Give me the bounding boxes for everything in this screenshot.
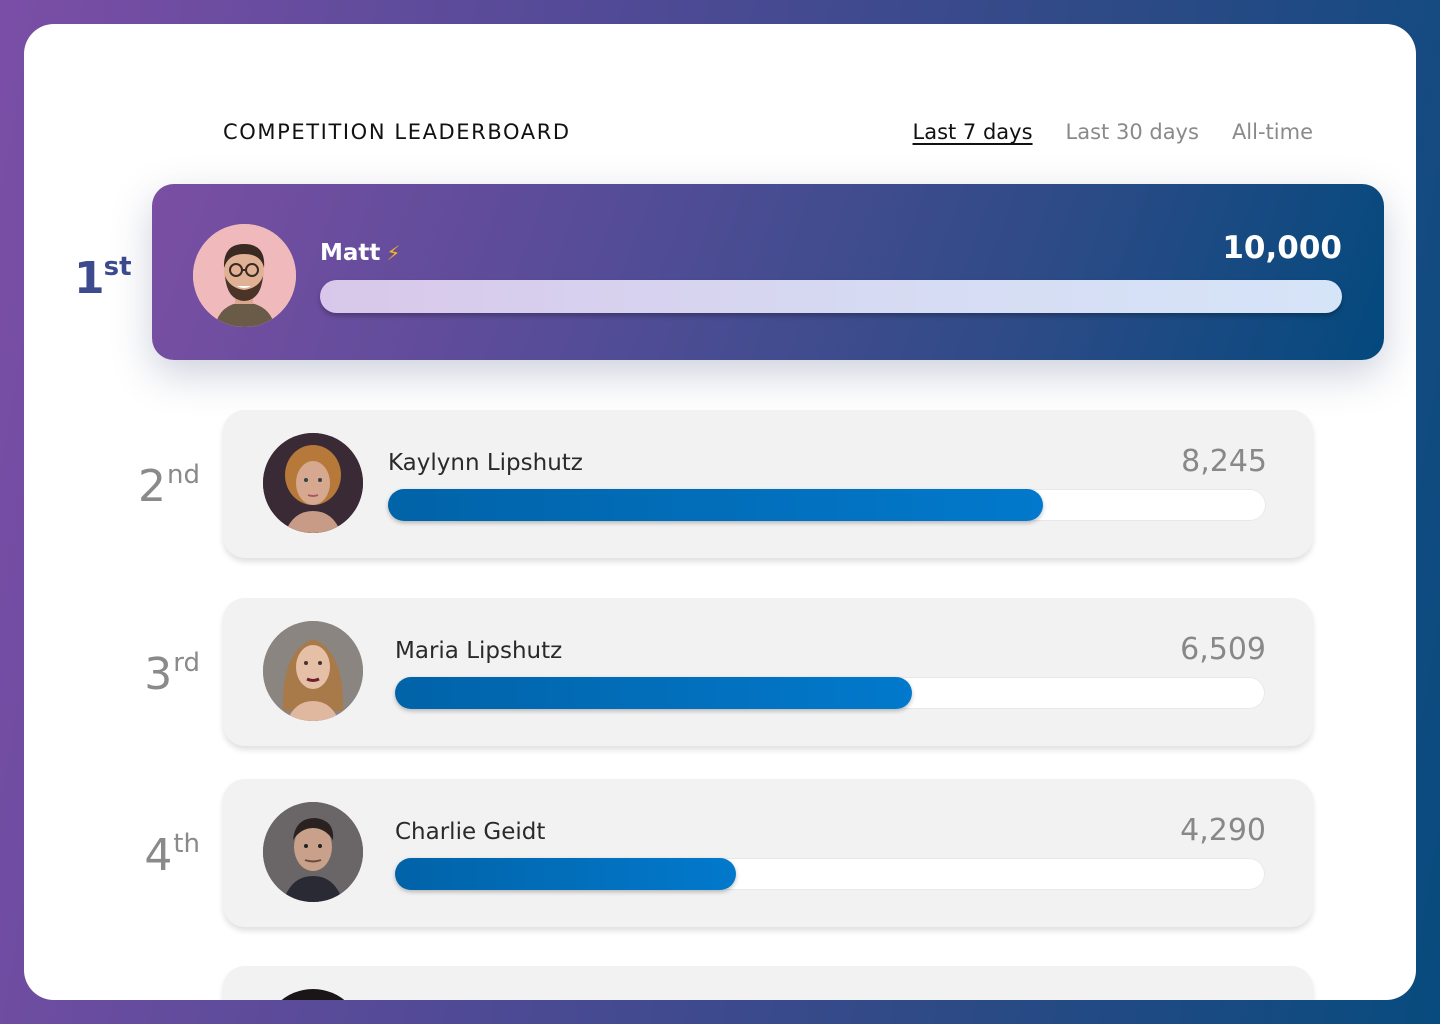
rank-suffix: nd <box>167 460 200 490</box>
progress-fill <box>395 858 737 890</box>
leaderboard-card: COMPETITION LEADERBOARD Last 7 days Last… <box>24 24 1416 1000</box>
player-score: 8,245 <box>1181 444 1267 479</box>
person-avatar-icon <box>263 433 363 533</box>
rank-number: 3 <box>144 649 173 700</box>
rank-label-1: 1st <box>74 252 132 304</box>
leaderboard-row-partial[interactable] <box>223 966 1313 1000</box>
tab-last-7-days[interactable]: Last 7 days <box>912 120 1033 144</box>
rank-number: 2 <box>138 461 167 512</box>
avatar <box>263 433 363 533</box>
rank-suffix: rd <box>173 648 200 678</box>
rank-label-4: 4th <box>110 829 200 881</box>
avatar <box>263 621 363 721</box>
player-score: 10,000 <box>1222 230 1342 266</box>
avatar <box>263 802 363 902</box>
progress-bar <box>320 280 1342 313</box>
player-score: 4,290 <box>1180 813 1266 848</box>
tab-all-time[interactable]: All-time <box>1231 120 1313 144</box>
person-avatar-icon <box>263 802 363 902</box>
rank-suffix: st <box>103 252 132 282</box>
player-name: Kaylynn Lipshutz <box>388 450 583 476</box>
person-avatar-icon <box>263 621 363 721</box>
progress-fill <box>388 489 1043 521</box>
rank-label-2: 2nd <box>110 460 200 512</box>
player-score: 6,509 <box>1180 632 1266 667</box>
time-range-tabs: Last 7 days Last 30 days All-time <box>913 120 1313 144</box>
progress-fill <box>395 677 912 709</box>
progress-bar <box>395 677 1265 709</box>
rank-number: 4 <box>144 830 173 881</box>
person-avatar-icon <box>193 224 296 327</box>
player-name: Matt ⚡ <box>320 240 400 266</box>
leaderboard-row[interactable]: Charlie Geidt 4,290 <box>223 779 1313 927</box>
leaderboard-row[interactable]: Maria Lipshutz 6,509 <box>223 598 1313 746</box>
leaderboard-row-first[interactable]: Matt ⚡ 10,000 <box>152 184 1384 360</box>
lightning-bolt-icon: ⚡ <box>386 241 401 265</box>
rank-number: 1 <box>74 253 105 304</box>
progress-bar <box>395 858 1265 890</box>
leaderboard-row[interactable]: Kaylynn Lipshutz 8,245 <box>223 410 1313 558</box>
player-name-text: Matt <box>320 240 381 266</box>
player-name: Charlie Geidt <box>395 819 546 845</box>
avatar <box>193 224 296 327</box>
avatar <box>263 989 363 1000</box>
tab-last-30-days[interactable]: Last 30 days <box>1065 120 1199 144</box>
progress-bar <box>388 489 1266 521</box>
rank-suffix: th <box>173 829 200 859</box>
player-name: Maria Lipshutz <box>395 638 563 664</box>
rank-label-3: 3rd <box>110 648 200 700</box>
page-title: COMPETITION LEADERBOARD <box>223 120 571 144</box>
